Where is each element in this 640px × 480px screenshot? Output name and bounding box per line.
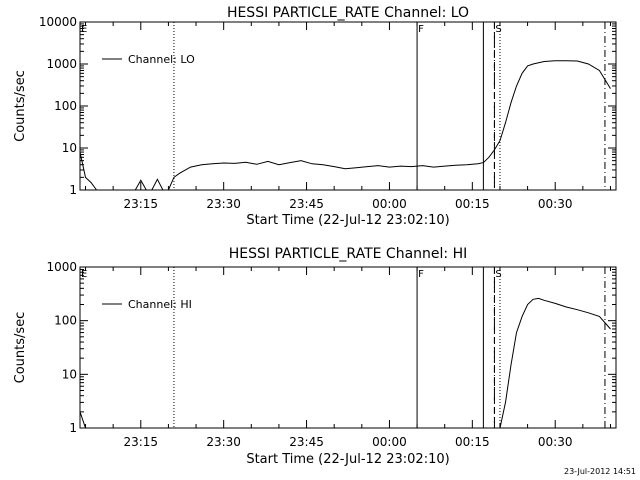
x-tick-label: 23:45 [289, 197, 324, 211]
event-marker-label: S [495, 24, 501, 35]
x-tick-label: 23:15 [123, 197, 158, 211]
y-tick-label: 1000 [46, 260, 77, 274]
x-tick-label: 00:30 [538, 435, 573, 449]
panel-lo: HESSI PARTICLE_RATE Channel: LO 1 10 100 100… [13, 5, 617, 228]
y-tick-label: 1 [69, 421, 77, 435]
y-tick-label: 1000 [46, 57, 77, 71]
y-tick-label: 10 [62, 367, 77, 381]
x-tick-label: 23:30 [206, 435, 241, 449]
y-tick-label: 10 [62, 141, 77, 155]
x-axis-label: Start Time (22-Jul-12 23:02:10) [246, 213, 449, 228]
x-tick-label: 23:15 [123, 435, 158, 449]
event-marker-label: S [495, 269, 501, 280]
event-marker-label: E [81, 24, 87, 35]
chart-title: HESSI PARTICLE_RATE Channel: HI [229, 246, 467, 262]
y-tick-label: 100 [54, 99, 77, 113]
series-line-1 [80, 297, 611, 428]
plot-frame [79, 21, 617, 191]
y-axis-label: Counts/sec [13, 70, 28, 142]
footer-timestamp: 23-Jul-2012 14:51 [564, 467, 636, 476]
panel-hi: HESSI PARTICLE_RATE Channel: HI 1 10 100 100… [13, 246, 617, 467]
chart-title: HESSI PARTICLE_RATE Channel: LO [227, 5, 469, 21]
legend-entry: Channel: LO [128, 53, 195, 66]
x-tick-label: 23:30 [206, 197, 241, 211]
x-tick-label: 00:00 [372, 435, 407, 449]
event-marker-label: F [418, 24, 424, 35]
y-axis-label: Counts/sec [13, 312, 28, 384]
series-line-1 [80, 60, 611, 190]
y-tick-label: 100 [54, 314, 77, 328]
legend-entry: Channel: HI [128, 298, 192, 311]
event-marker-label: F [418, 269, 424, 280]
x-tick-label: 00:30 [538, 197, 573, 211]
x-tick-label: 00:15 [455, 197, 490, 211]
x-tick-label: 00:00 [372, 197, 407, 211]
x-tick-label: 23:45 [289, 435, 324, 449]
event-marker-label: E [81, 269, 87, 280]
plot-frame [79, 266, 617, 429]
x-axis-label: Start Time (22-Jul-12 23:02:10) [246, 452, 449, 467]
y-tick-label: 10000 [39, 15, 77, 29]
x-tick-label: 00:15 [455, 435, 490, 449]
y-tick-label: 1 [69, 183, 77, 197]
